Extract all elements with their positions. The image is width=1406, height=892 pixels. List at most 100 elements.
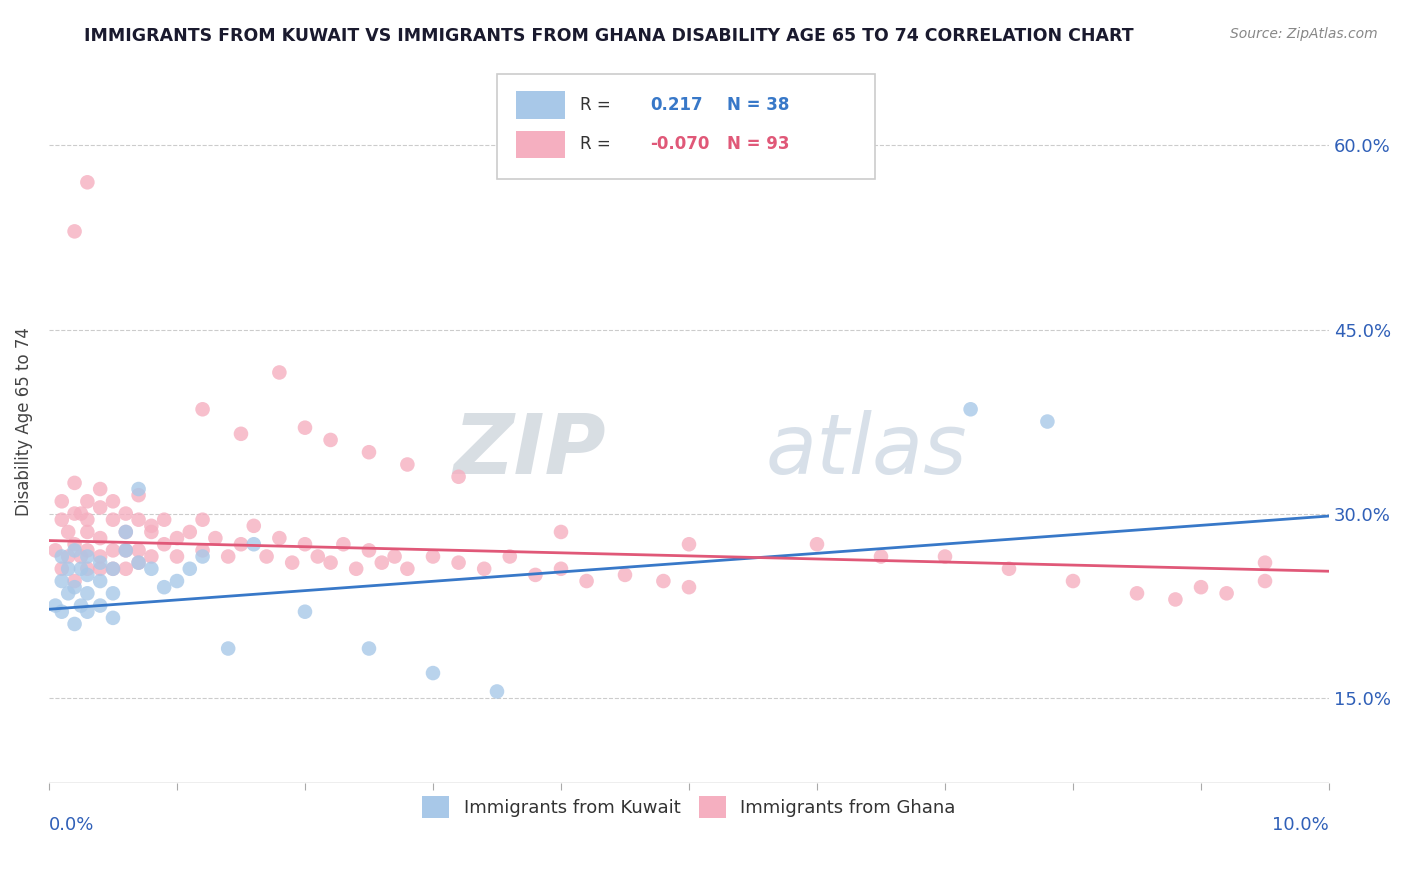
Point bbox=[89, 574, 111, 588]
Bar bbox=[516, 92, 565, 119]
Point bbox=[76, 524, 98, 539]
Point bbox=[550, 524, 572, 539]
Point bbox=[114, 562, 136, 576]
Point bbox=[166, 531, 188, 545]
Point bbox=[357, 543, 380, 558]
Point bbox=[1062, 574, 1084, 588]
Point bbox=[101, 562, 124, 576]
Point bbox=[63, 475, 86, 490]
Text: 10.0%: 10.0% bbox=[1272, 816, 1329, 834]
Point bbox=[191, 513, 214, 527]
Point bbox=[101, 586, 124, 600]
Point bbox=[101, 562, 124, 576]
Point bbox=[114, 543, 136, 558]
Point bbox=[396, 562, 419, 576]
Text: Source: ZipAtlas.com: Source: ZipAtlas.com bbox=[1230, 27, 1378, 41]
Point bbox=[485, 684, 508, 698]
Point bbox=[128, 543, 150, 558]
Point bbox=[141, 549, 163, 564]
Point bbox=[153, 580, 176, 594]
Point bbox=[281, 556, 304, 570]
Point bbox=[371, 556, 394, 570]
Point bbox=[76, 562, 98, 576]
Point bbox=[76, 494, 98, 508]
Point bbox=[242, 537, 264, 551]
Point bbox=[179, 562, 201, 576]
Point bbox=[141, 519, 163, 533]
Point bbox=[76, 543, 98, 558]
Point bbox=[76, 513, 98, 527]
Point bbox=[76, 586, 98, 600]
Point bbox=[166, 549, 188, 564]
Point bbox=[51, 494, 73, 508]
Text: R =: R = bbox=[581, 96, 616, 114]
Text: R =: R = bbox=[581, 136, 616, 153]
Point bbox=[128, 482, 150, 496]
Point bbox=[89, 500, 111, 515]
Point bbox=[1254, 574, 1277, 588]
Point bbox=[76, 175, 98, 189]
Point bbox=[652, 574, 675, 588]
Legend: Immigrants from Kuwait, Immigrants from Ghana: Immigrants from Kuwait, Immigrants from … bbox=[415, 789, 963, 825]
Point bbox=[269, 366, 291, 380]
Point bbox=[114, 524, 136, 539]
Point bbox=[959, 402, 981, 417]
Point bbox=[806, 537, 828, 551]
Point bbox=[550, 562, 572, 576]
Point bbox=[678, 537, 700, 551]
Point bbox=[89, 562, 111, 576]
Point bbox=[76, 549, 98, 564]
Point bbox=[447, 556, 470, 570]
Point bbox=[319, 433, 342, 447]
Point bbox=[89, 599, 111, 613]
Point bbox=[51, 562, 73, 576]
Point bbox=[998, 562, 1021, 576]
Point bbox=[524, 568, 547, 582]
Point bbox=[63, 507, 86, 521]
Point bbox=[614, 568, 637, 582]
Point bbox=[870, 549, 893, 564]
Point bbox=[56, 549, 79, 564]
Point bbox=[89, 556, 111, 570]
Text: 0.0%: 0.0% bbox=[49, 816, 94, 834]
Point bbox=[191, 402, 214, 417]
Point bbox=[56, 524, 79, 539]
Point bbox=[332, 537, 354, 551]
Point bbox=[1189, 580, 1212, 594]
Point bbox=[242, 519, 264, 533]
Text: ZIP: ZIP bbox=[453, 410, 606, 491]
Point bbox=[51, 513, 73, 527]
Point bbox=[63, 224, 86, 238]
Point bbox=[1164, 592, 1187, 607]
Point bbox=[114, 507, 136, 521]
Point bbox=[1126, 586, 1149, 600]
Point bbox=[44, 543, 66, 558]
Text: N = 93: N = 93 bbox=[727, 136, 790, 153]
Point bbox=[141, 562, 163, 576]
Text: N = 38: N = 38 bbox=[727, 96, 790, 114]
Point bbox=[179, 524, 201, 539]
Point bbox=[63, 537, 86, 551]
Point bbox=[114, 543, 136, 558]
Point bbox=[1254, 556, 1277, 570]
Text: -0.070: -0.070 bbox=[651, 136, 710, 153]
Point bbox=[89, 482, 111, 496]
Point bbox=[70, 507, 93, 521]
Point bbox=[63, 617, 86, 632]
Point bbox=[56, 562, 79, 576]
Point bbox=[191, 543, 214, 558]
Point bbox=[128, 556, 150, 570]
Point bbox=[63, 574, 86, 588]
Point bbox=[51, 605, 73, 619]
Point bbox=[101, 611, 124, 625]
Point bbox=[1215, 586, 1237, 600]
Point bbox=[51, 549, 73, 564]
Point bbox=[141, 524, 163, 539]
Point bbox=[1036, 415, 1059, 429]
Point bbox=[396, 458, 419, 472]
Point bbox=[294, 420, 316, 434]
Point bbox=[307, 549, 329, 564]
Point bbox=[357, 641, 380, 656]
Point bbox=[51, 574, 73, 588]
Point bbox=[128, 513, 150, 527]
